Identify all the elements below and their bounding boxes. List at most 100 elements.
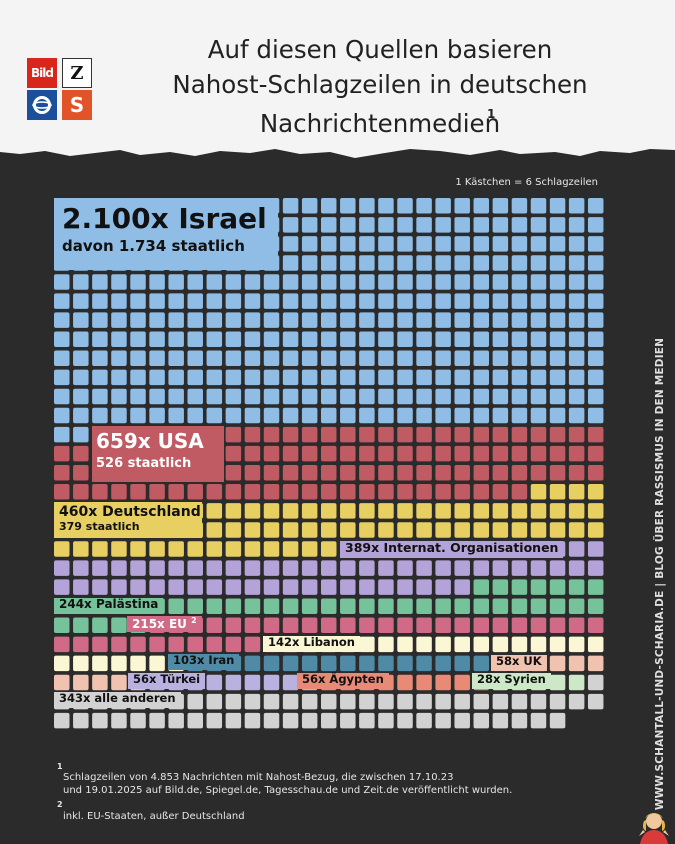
waffle-square-israel <box>549 388 566 405</box>
waffle-square-rest <box>206 693 223 710</box>
waffle-square-de <box>454 522 470 538</box>
waffle-square-israel <box>511 312 528 328</box>
waffle-square-de <box>568 484 585 500</box>
waffle-square-tur <box>206 674 223 691</box>
waffle-square-israel <box>492 198 509 214</box>
waffle-square-pal <box>378 598 394 614</box>
waffle-square-usa <box>378 426 394 443</box>
waffle-square-israel <box>568 274 585 290</box>
waffle-square-eu <box>244 636 261 653</box>
waffle-square-israel <box>473 407 490 424</box>
waffle-square-israel <box>416 369 432 386</box>
waffle-square-israel <box>149 369 165 386</box>
waffle-square-de <box>206 503 223 519</box>
waffle-square-israel <box>511 255 528 271</box>
waffle-square-israel <box>73 312 89 328</box>
waffle-square-usa <box>473 426 490 443</box>
label-tuerkei: 56x Türkei <box>128 672 206 689</box>
waffle-square-israel <box>549 312 566 328</box>
waffle-square-de <box>549 522 566 538</box>
waffle-square-usa <box>378 464 394 481</box>
waffle-square-pal <box>340 598 356 614</box>
waffle-square-usa <box>340 445 356 462</box>
waffle-square-israel <box>568 236 585 252</box>
waffle-square-usa <box>549 426 566 443</box>
waffle-square-israel <box>492 312 509 328</box>
waffle-square-eu <box>225 636 242 653</box>
waffle-square-israel <box>168 388 184 405</box>
waffle-square-israel <box>473 236 490 252</box>
waffle-square-israel <box>149 388 165 405</box>
waffle-square-usa <box>454 484 470 500</box>
waffle-square-io <box>73 579 89 595</box>
waffle-square-de <box>130 541 146 557</box>
waffle-square-pal <box>530 598 547 614</box>
waffle-square-israel <box>454 255 470 271</box>
waffle-square-eu <box>111 636 127 653</box>
waffle-square-io <box>454 560 470 576</box>
waffle-square-israel <box>168 331 184 347</box>
waffle-square-de <box>378 503 394 519</box>
waffle-square-israel <box>130 312 146 328</box>
waffle-square-israel <box>454 236 470 252</box>
waffle-square-israel <box>225 369 242 386</box>
waffle-square-usa <box>263 426 280 443</box>
waffle-square-usa <box>340 426 356 443</box>
waffle-square-israel <box>282 369 299 386</box>
zeit-logo-text: Z <box>70 62 84 84</box>
waffle-square-israel <box>92 312 108 328</box>
waffle-square-israel <box>168 293 184 309</box>
waffle-square-uk <box>111 674 127 691</box>
waffle-square-israel <box>149 350 165 367</box>
waffle-square-usa <box>416 445 432 462</box>
waffle-square-israel <box>435 369 451 386</box>
waffle-square-usa <box>511 464 528 481</box>
waffle-square-usa <box>73 445 89 462</box>
waffle-square-usa <box>320 426 337 443</box>
waffle-square-israel <box>492 388 509 405</box>
spiegel-logo-text: S <box>69 93 85 117</box>
waffle-square-de <box>359 503 375 519</box>
waffle-square-israel <box>54 407 70 424</box>
waffle-square-pal <box>206 598 223 614</box>
waffle-square-israel <box>282 217 299 233</box>
waffle-square-usa <box>320 464 337 481</box>
waffle-square-usa <box>92 484 108 500</box>
waffle-square-israel <box>511 198 528 214</box>
waffle-square-israel <box>454 312 470 328</box>
waffle-square-de <box>435 522 451 538</box>
label-eu: 215x EU 2 <box>127 616 202 632</box>
waffle-square-iran <box>244 655 261 672</box>
waffle-square-israel <box>492 274 509 290</box>
label-eu-text: 215x EU <box>132 617 187 631</box>
waffle-square-israel <box>206 350 223 367</box>
waffle-square-io <box>187 560 203 576</box>
waffle-square-israel <box>149 312 165 328</box>
waffle-square-israel <box>320 312 337 328</box>
waffle-square-rest <box>225 693 242 710</box>
waffle-square-usa <box>359 445 375 462</box>
waffle-square-israel <box>454 331 470 347</box>
waffle-square-israel <box>568 198 585 214</box>
waffle-square-israel <box>416 255 432 271</box>
waffle-square-de <box>244 503 261 519</box>
waffle-square-eu <box>492 617 509 634</box>
label-usa: 659x USA 526 staatlich <box>92 426 224 482</box>
waffle-square-lib <box>549 636 566 653</box>
waffle-square-israel <box>92 331 108 347</box>
waffle-square-de <box>206 541 223 557</box>
waffle-square-rest <box>549 693 566 710</box>
waffle-square-israel <box>282 198 299 214</box>
waffle-square-usa <box>73 484 89 500</box>
waffle-square-israel <box>568 217 585 233</box>
waffle-square-israel <box>511 350 528 367</box>
waffle-square-israel <box>54 293 70 309</box>
waffle-square-israel <box>73 331 89 347</box>
waffle-square-israel <box>340 369 356 386</box>
globe-icon <box>32 96 52 114</box>
waffle-square-israel <box>492 217 509 233</box>
waffle-square-eu <box>130 636 146 653</box>
waffle-square-israel <box>282 255 299 271</box>
waffle-square-israel <box>397 198 413 214</box>
